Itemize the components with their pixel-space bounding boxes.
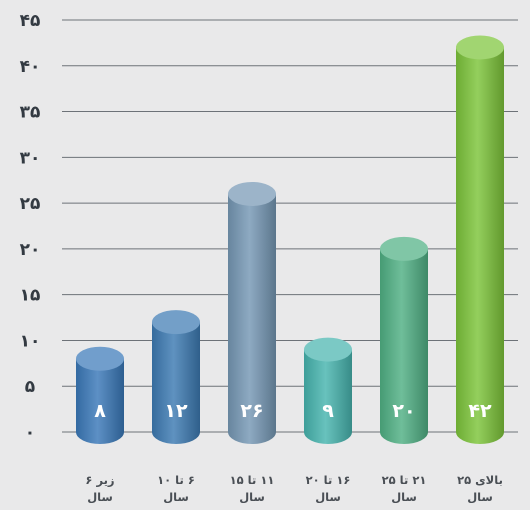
bars: ۸ ۱۲ ۲۶ ۹ ۲۰ ۴۲ (76, 35, 504, 444)
bar-top (380, 236, 428, 261)
bar: ۸ (76, 346, 124, 444)
bar-body (304, 349, 352, 444)
y-tick-label: ۲۰ (20, 240, 41, 260)
bar-top (152, 310, 200, 335)
bar: ۱۲ (152, 310, 200, 444)
x-tick-label: سال (467, 490, 493, 504)
bar-value-label: ۸ (94, 400, 106, 422)
x-axis: زیر ۶ سال ۶ تا ۱۰ سال ۱۱ تا ۱۵ سال ۱۶ تا ۲۰ سال… (85, 473, 502, 504)
bar-body (456, 47, 504, 444)
y-tick-label: ۰ (25, 423, 35, 443)
x-tick-label: ۲۱ تا ۲۵ (382, 473, 427, 487)
x-tick-label: ۱۱ تا ۱۵ (230, 473, 275, 487)
bar-value-label: ۴۲ (468, 400, 492, 422)
y-tick-label: ۴۰ (20, 57, 41, 77)
bar-top (304, 337, 352, 362)
bar-body (76, 358, 124, 444)
y-tick-label: ۳۰ (20, 148, 41, 168)
bar-body (228, 193, 276, 444)
y-tick-label: ۲۵ (20, 194, 41, 214)
bar: ۲۶ (228, 181, 276, 444)
x-tick-label: سال (239, 490, 265, 504)
x-tick-label: سال (163, 490, 189, 504)
x-tick-label: سال (315, 490, 341, 504)
x-tick-label: زیر ۶ (85, 473, 114, 487)
bar-top (76, 346, 124, 371)
x-tick-label: بالای ۲۵ (457, 473, 503, 487)
y-tick-label: ۱۰ (20, 331, 41, 351)
bar-body (380, 248, 428, 444)
y-tick-label: ۳۵ (20, 103, 41, 123)
x-tick-label: ۱۶ تا ۲۰ (306, 473, 351, 487)
bar-top (456, 35, 504, 60)
y-tick-label: ۱۵ (20, 286, 41, 306)
bar-value-label: ۹ (322, 400, 334, 422)
x-tick-label: ۶ تا ۱۰ (157, 473, 195, 487)
bar: ۲۰ (380, 236, 428, 444)
y-tick-label: ۵ (25, 377, 35, 397)
bar-body (152, 322, 200, 444)
bar-value-label: ۲۰ (392, 400, 415, 422)
y-axis: ۰ ۵ ۱۰ ۱۵ ۲۰ ۲۵ ۳۰ ۳۵ ۴۰ ۴۵ (20, 11, 41, 443)
x-tick-label: سال (87, 490, 113, 504)
y-tick-label: ۴۵ (20, 11, 41, 31)
bar-value-label: ۲۶ (240, 400, 263, 422)
bar: ۹ (304, 337, 352, 444)
bar: ۴۲ (456, 35, 504, 444)
bar-value-label: ۱۲ (164, 400, 188, 422)
bar-top (228, 181, 276, 206)
x-tick-label: سال (391, 490, 417, 504)
grid-lines (62, 19, 518, 433)
